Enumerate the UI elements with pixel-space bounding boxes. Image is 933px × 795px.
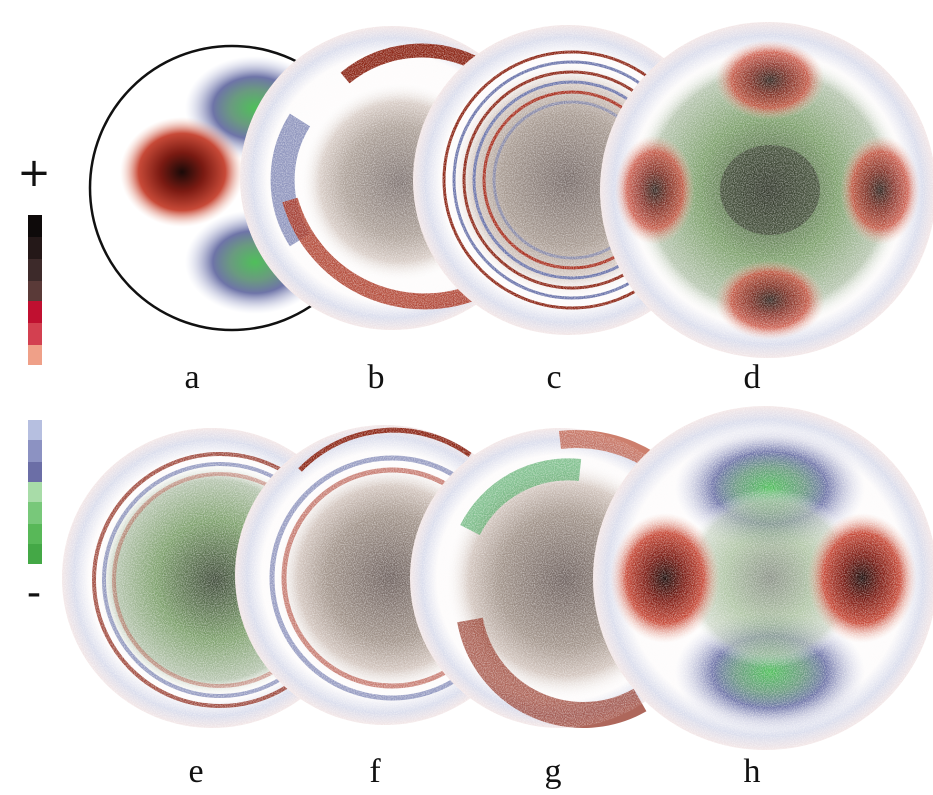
- panel-label: b: [368, 359, 385, 396]
- scale-minus: -: [27, 570, 41, 616]
- panel-d: [600, 22, 933, 358]
- panel-label: d: [744, 359, 761, 396]
- panel-label: e: [188, 753, 203, 790]
- panel-label: f: [369, 753, 381, 790]
- panel-label: a: [184, 359, 199, 396]
- scale-plus: +: [17, 150, 51, 196]
- figure: + - a b c d e f g h: [0, 0, 933, 795]
- color-scale: + -: [17, 150, 51, 616]
- panel-label: c: [546, 359, 561, 396]
- panel-label: g: [545, 753, 562, 790]
- panel-h: [593, 406, 933, 750]
- panel-label: h: [744, 753, 761, 790]
